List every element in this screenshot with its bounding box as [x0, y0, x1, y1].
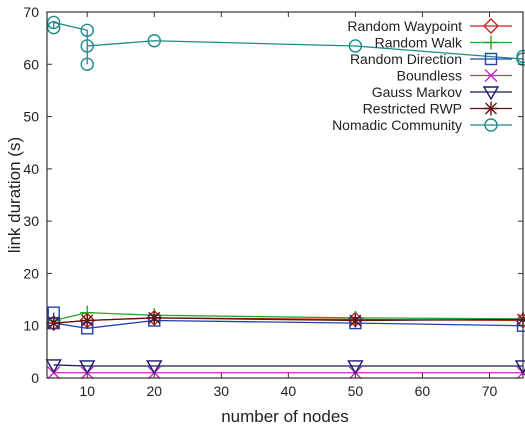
series-4	[45, 359, 525, 375]
plot-frame	[46, 11, 524, 379]
axes-layer: 10 20 30 40 50 60 70 0 10 20 30 40 50 60 70	[23, 4, 523, 399]
legend-label: Random Direction	[350, 51, 462, 67]
y-tick-label: 70	[23, 4, 39, 20]
y-tick-label: 20	[23, 265, 39, 281]
y-tick-label: 10	[23, 318, 39, 334]
data-point	[47, 15, 61, 30]
legend-label: Restricted RWP	[363, 101, 462, 117]
legend-item: Boundless	[397, 68, 512, 84]
legend-item: Restricted RWP	[363, 101, 512, 117]
data-point	[80, 23, 94, 37]
legend-item: Random Walk	[375, 35, 512, 51]
legend-marker	[484, 35, 498, 50]
data-point	[146, 360, 163, 375]
y-tick-label: 0	[31, 370, 39, 386]
data-point	[80, 313, 95, 328]
data-point	[79, 360, 96, 375]
y-tick-label: 60	[23, 56, 39, 72]
data-point	[147, 34, 161, 48]
x-tick-label: 50	[348, 383, 364, 399]
y-axis-label: link duration (s)	[5, 137, 24, 253]
data-point	[348, 39, 363, 53]
x-axis-label: number of nodes	[221, 407, 349, 426]
series-6	[47, 15, 525, 71]
legend-item: Random Direction	[350, 51, 512, 67]
legend-label: Boundless	[397, 68, 462, 84]
legend-marker	[484, 101, 498, 116]
data-point	[80, 39, 94, 53]
legend-item: Gauss Markov	[372, 84, 512, 101]
data-point	[80, 57, 94, 71]
data-point	[147, 310, 162, 325]
legend-marker	[484, 118, 498, 132]
data-point	[45, 359, 62, 374]
x-tick-label: 70	[482, 383, 498, 399]
legend-label: Random Walk	[375, 35, 463, 51]
x-tick-label: 20	[146, 383, 162, 399]
legend-marker	[484, 52, 498, 66]
legend-marker	[482, 86, 500, 101]
data-point	[348, 313, 363, 328]
legend-item: Nomadic Community	[332, 117, 512, 133]
legend-label: Gauss Markov	[372, 84, 462, 100]
y-tick-label: 50	[23, 109, 39, 125]
legend-item: Random Waypoint	[347, 18, 512, 34]
data-point	[347, 360, 364, 375]
legend-label: Random Waypoint	[347, 18, 462, 34]
x-tick-label: 40	[281, 383, 297, 399]
x-tick-label: 60	[415, 383, 431, 399]
series-line	[53, 364, 523, 367]
x-tick-label: 30	[214, 383, 230, 399]
series-line	[53, 21, 524, 65]
y-tick-label: 30	[23, 213, 39, 229]
x-tick-label: 10	[79, 383, 95, 399]
legend-marker	[483, 18, 499, 34]
data-point	[46, 316, 61, 331]
legend-marker	[484, 69, 498, 82]
y-tick-label: 40	[23, 161, 39, 177]
data-point	[47, 20, 61, 35]
series-layer	[45, 15, 525, 380]
legend-label: Nomadic Community	[332, 117, 462, 133]
